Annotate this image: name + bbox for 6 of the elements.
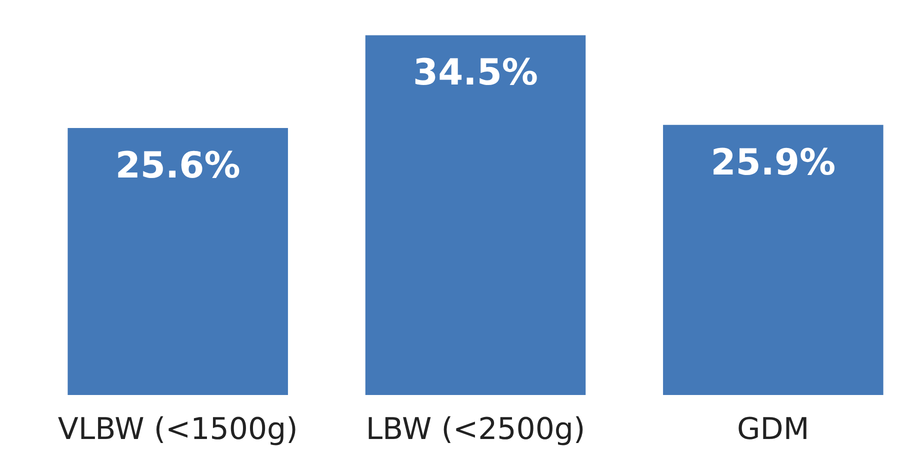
x-tick-label: GDM [737,412,810,447]
x-tick-label: VLBW (<1500g) [58,412,298,447]
x-tick-label: LBW (<2500g) [366,412,586,447]
data-label: 25.9% [710,142,836,184]
data-label: 34.5% [413,52,538,94]
data-label: 25.6% [115,145,240,186]
